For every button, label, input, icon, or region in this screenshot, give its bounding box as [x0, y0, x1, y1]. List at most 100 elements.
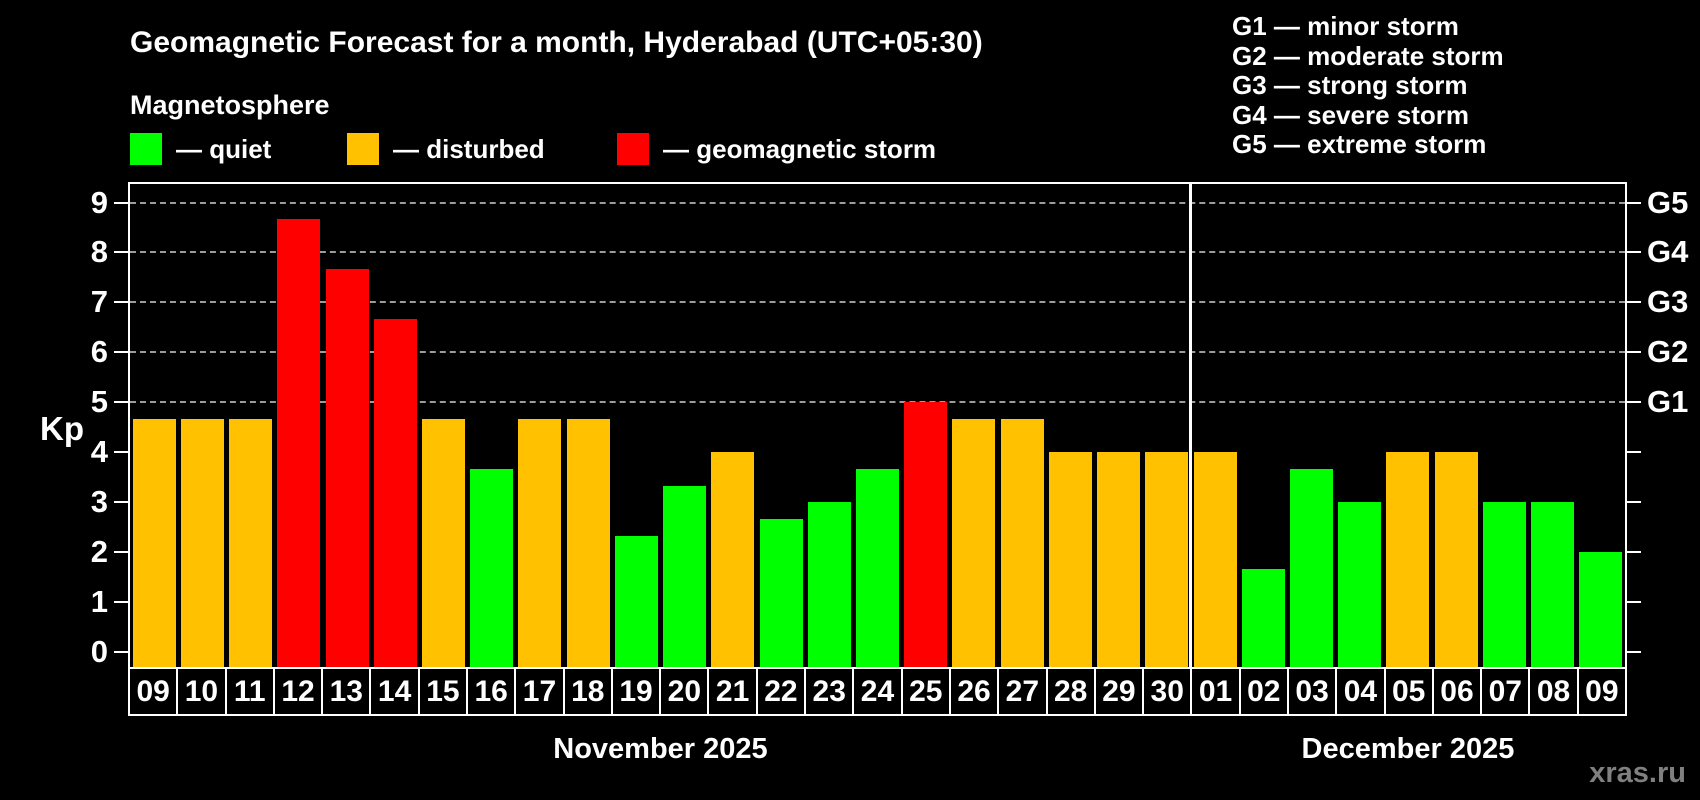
bar-day-10 — [180, 418, 224, 667]
bar-day-05 — [1386, 452, 1430, 667]
bar-day-18 — [566, 418, 610, 667]
storm-scale-g2: G2 — moderate storm — [1232, 40, 1504, 71]
bar-day-02 — [1241, 568, 1285, 667]
right-axis-tick-2 — [1627, 551, 1641, 554]
month-label: November 2025 — [553, 733, 768, 765]
y-axis-tick-label-4: 4 — [90, 434, 108, 470]
disturbed-color-swatch — [347, 133, 379, 165]
day-label-19: 19 — [612, 669, 660, 714]
legend-item-storm: — geomagnetic storm — [617, 132, 936, 166]
day-label-06: 06 — [1433, 669, 1481, 714]
g-scale-axis-label-g1: G1 — [1647, 384, 1689, 420]
gridline-kp-9 — [130, 201, 1625, 204]
bar-day-26 — [952, 418, 996, 667]
bar-day-08 — [1531, 502, 1575, 667]
storm-scale-legend: G1 — minor storm G2 — moderate storm G3 … — [1232, 11, 1504, 160]
day-label-14: 14 — [371, 669, 418, 714]
left-axis-tick-2 — [114, 551, 128, 554]
day-label-18: 18 — [564, 669, 611, 714]
day-label-17: 17 — [516, 669, 563, 714]
day-label-10: 10 — [178, 669, 225, 714]
month-separator — [1189, 184, 1193, 667]
bar-day-20 — [663, 485, 707, 667]
day-axis-row: 09 10 11 12 13 14 15 16 17 18 19 20 21 22 23 24 25 26 27 28… — [128, 667, 1627, 716]
left-axis-tick-4 — [114, 451, 128, 454]
quiet-color-swatch — [130, 133, 162, 165]
y-axis-tick-label-5: 5 — [90, 384, 108, 420]
left-axis-tick-8 — [114, 251, 128, 254]
gridline-kp-7 — [130, 301, 1625, 304]
day-label-25: 25 — [902, 669, 949, 714]
legend-label-quiet: — quiet — [176, 133, 272, 164]
left-axis-tick-5 — [114, 401, 128, 404]
y-axis-tick-label-7: 7 — [90, 284, 108, 320]
g-scale-axis-label-g4: G4 — [1647, 234, 1689, 270]
day-label-27: 27 — [999, 669, 1046, 714]
bar-day-09 — [1579, 552, 1623, 667]
bar-day-25 — [904, 402, 948, 667]
gridline-kp-5 — [130, 401, 1625, 404]
bar-day-14 — [373, 318, 417, 667]
day-label-29: 29 — [1095, 669, 1143, 714]
bar-day-03 — [1290, 468, 1334, 667]
bar-day-21 — [711, 452, 755, 667]
legend-item-quiet: — quiet — [130, 132, 271, 166]
left-axis-tick-0 — [114, 651, 128, 653]
day-label-28: 28 — [1047, 669, 1094, 714]
left-axis-tick-1 — [114, 601, 128, 604]
storm-scale-g3: G3 — strong storm — [1232, 70, 1468, 100]
day-label-16: 16 — [468, 669, 515, 714]
day-label-15: 15 — [419, 669, 467, 714]
chart-subtitle: Magnetosphere — [130, 90, 330, 120]
right-axis-tick-1 — [1627, 601, 1641, 604]
right-axis-tick-6 — [1627, 351, 1641, 354]
day-label-09: 09 — [1578, 669, 1625, 714]
y-axis-tick-label-2: 2 — [90, 534, 108, 570]
legend-label-storm: — geomagnetic storm — [663, 133, 937, 164]
gridline-kp-8 — [130, 251, 1625, 254]
day-label-08: 08 — [1530, 669, 1577, 714]
gridline-kp-6 — [130, 351, 1625, 354]
day-label-09: 09 — [130, 669, 177, 714]
bar-day-16 — [470, 468, 514, 667]
chart-title: Geomagnetic Forecast for a month, Hydera… — [130, 26, 983, 59]
day-label-07: 07 — [1482, 669, 1529, 714]
storm-scale-g5: G5 — extreme storm — [1232, 129, 1487, 159]
bar-day-06 — [1434, 452, 1478, 667]
right-axis-tick-8 — [1627, 251, 1641, 254]
storm-scale-g4: G4 — severe storm — [1232, 99, 1470, 130]
day-label-23: 23 — [806, 669, 853, 714]
day-label-11: 11 — [226, 669, 273, 714]
left-axis-tick-7 — [114, 301, 128, 304]
day-label-26: 26 — [950, 669, 998, 714]
bar-day-07 — [1482, 502, 1526, 667]
bar-day-30 — [1145, 452, 1189, 667]
bar-day-24 — [856, 468, 899, 667]
day-label-12: 12 — [274, 669, 322, 714]
day-label-21: 21 — [709, 669, 756, 714]
g-scale-axis-label-g5: G5 — [1647, 184, 1689, 220]
day-label-03: 03 — [1288, 669, 1336, 714]
day-label-05: 05 — [1385, 669, 1432, 714]
month-label: December 2025 — [1301, 733, 1515, 765]
left-axis-tick-3 — [114, 501, 128, 504]
bar-day-13 — [325, 268, 369, 667]
bar-day-27 — [1000, 418, 1044, 667]
legend-item-disturbed: — disturbed — [347, 132, 545, 166]
bar-day-22 — [759, 518, 803, 667]
bar-day-28 — [1048, 452, 1092, 667]
bar-day-12 — [277, 219, 321, 667]
bar-day-19 — [614, 535, 658, 667]
day-label-20: 20 — [661, 669, 708, 714]
y-axis-title: Kp — [40, 410, 84, 447]
y-axis-tick-label-6: 6 — [90, 334, 108, 370]
bar-day-09 — [132, 418, 176, 667]
right-axis-tick-9 — [1627, 201, 1641, 204]
left-axis-tick-6 — [114, 351, 128, 354]
bar-day-17 — [518, 418, 562, 667]
watermark: xras.ru — [1589, 757, 1686, 789]
storm-color-swatch — [617, 133, 649, 165]
y-axis-tick-label-9: 9 — [90, 184, 108, 220]
g-scale-axis-label-g3: G3 — [1647, 284, 1689, 320]
bar-day-15 — [421, 418, 465, 667]
